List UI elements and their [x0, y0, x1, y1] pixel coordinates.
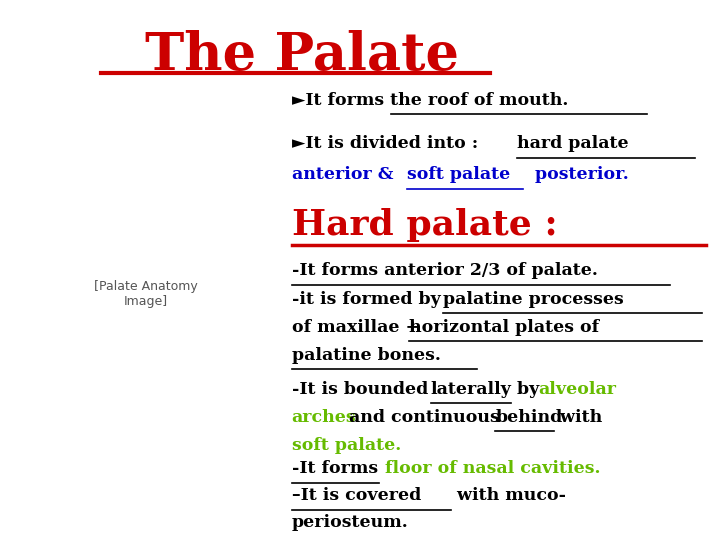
Text: hard palate: hard palate	[517, 135, 629, 152]
Text: -It is bounded: -It is bounded	[292, 381, 434, 397]
Text: with: with	[554, 409, 602, 426]
Text: arches: arches	[292, 409, 356, 426]
Text: behind: behind	[495, 409, 562, 426]
Text: soft palate: soft palate	[407, 166, 510, 183]
Text: -It forms: -It forms	[292, 460, 378, 477]
Text: soft palate.: soft palate.	[292, 437, 401, 454]
Text: posterior.: posterior.	[523, 166, 629, 183]
Text: and continuous: and continuous	[343, 409, 506, 426]
Text: Hard palate :: Hard palate :	[292, 208, 570, 242]
Text: The Palate: The Palate	[145, 30, 459, 80]
Text: by: by	[511, 381, 546, 397]
Text: floor of nasal cavities.: floor of nasal cavities.	[379, 460, 601, 477]
Text: palatine bones.: palatine bones.	[292, 347, 441, 363]
Text: anterior &: anterior &	[292, 166, 405, 183]
Text: -It forms anterior 2/3 of palate.: -It forms anterior 2/3 of palate.	[292, 262, 598, 279]
Text: with muco-: with muco-	[451, 487, 567, 504]
Text: alveolar: alveolar	[539, 381, 616, 397]
Text: ►It forms the roof of mouth.: ►It forms the roof of mouth.	[292, 92, 568, 109]
Text: of maxillae +: of maxillae +	[292, 319, 426, 335]
Text: ►It is divided into :: ►It is divided into :	[292, 135, 490, 152]
Text: periosteum.: periosteum.	[292, 514, 408, 531]
Text: –It is covered: –It is covered	[292, 487, 421, 504]
Text: laterally: laterally	[431, 381, 511, 397]
Text: [Palate Anatomy
Image]: [Palate Anatomy Image]	[94, 280, 198, 308]
Text: -it is formed by: -it is formed by	[292, 291, 446, 307]
Text: palatine processes: palatine processes	[443, 291, 624, 307]
Text: horizontal plates of: horizontal plates of	[409, 319, 599, 335]
